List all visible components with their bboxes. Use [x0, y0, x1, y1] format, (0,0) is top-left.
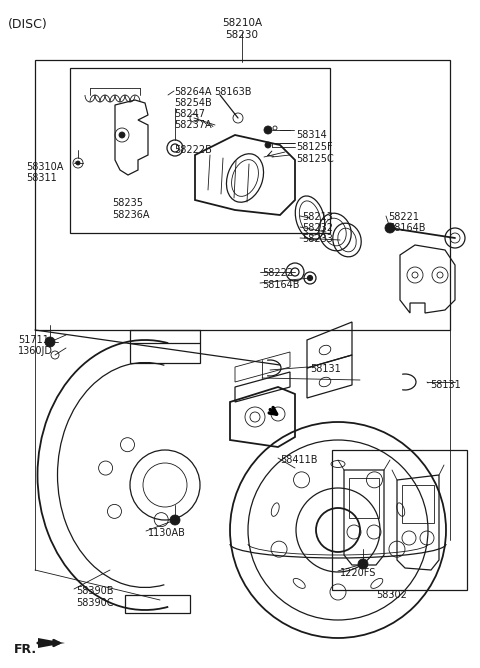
Circle shape — [385, 223, 395, 233]
Text: 58254B: 58254B — [174, 98, 212, 108]
Text: 58163B: 58163B — [214, 87, 252, 97]
Text: 58210A: 58210A — [222, 18, 262, 28]
Text: 58247: 58247 — [174, 109, 205, 119]
Circle shape — [358, 559, 368, 569]
Text: 58164B: 58164B — [262, 280, 300, 290]
Text: 58235: 58235 — [112, 198, 143, 208]
Text: 58233: 58233 — [302, 234, 333, 244]
Text: 58310A: 58310A — [26, 162, 63, 172]
Circle shape — [170, 515, 180, 525]
Bar — [349, 478, 379, 518]
Polygon shape — [38, 638, 65, 648]
Circle shape — [264, 126, 272, 134]
Text: 58230: 58230 — [226, 30, 259, 40]
Text: 58222B: 58222B — [174, 145, 212, 155]
Text: 58236A: 58236A — [112, 210, 149, 220]
Text: 58264A: 58264A — [174, 87, 212, 97]
Text: 58390C: 58390C — [76, 598, 113, 608]
Text: 58222: 58222 — [262, 268, 293, 278]
Bar — [402, 485, 434, 523]
Circle shape — [76, 161, 80, 165]
Text: 1220FS: 1220FS — [340, 568, 376, 578]
Circle shape — [119, 132, 125, 138]
Circle shape — [190, 114, 198, 122]
Text: 1130AB: 1130AB — [148, 528, 186, 538]
Text: (DISC): (DISC) — [8, 18, 48, 31]
Text: 58302: 58302 — [377, 590, 408, 600]
Circle shape — [308, 275, 312, 281]
Text: 58131: 58131 — [310, 364, 341, 374]
Text: 58390B: 58390B — [76, 586, 113, 596]
Bar — [35, 60, 450, 330]
Text: 58221: 58221 — [388, 212, 419, 222]
Circle shape — [45, 337, 55, 347]
Text: 58164B: 58164B — [388, 223, 425, 233]
Text: 58232: 58232 — [302, 223, 333, 233]
Text: 58237A: 58237A — [174, 120, 212, 130]
Text: 51711: 51711 — [18, 335, 49, 345]
Text: 58314: 58314 — [296, 130, 327, 140]
Text: 58411B: 58411B — [280, 455, 317, 465]
Text: FR.: FR. — [14, 643, 37, 656]
Text: 58131: 58131 — [430, 380, 461, 390]
Bar — [332, 450, 467, 590]
Text: 58125C: 58125C — [296, 154, 334, 164]
Bar — [70, 68, 330, 233]
Text: 1360JD: 1360JD — [18, 346, 53, 356]
Circle shape — [265, 142, 271, 148]
Text: 58311: 58311 — [26, 173, 57, 183]
Text: 58125F: 58125F — [296, 142, 333, 152]
Text: 58213: 58213 — [302, 212, 333, 222]
